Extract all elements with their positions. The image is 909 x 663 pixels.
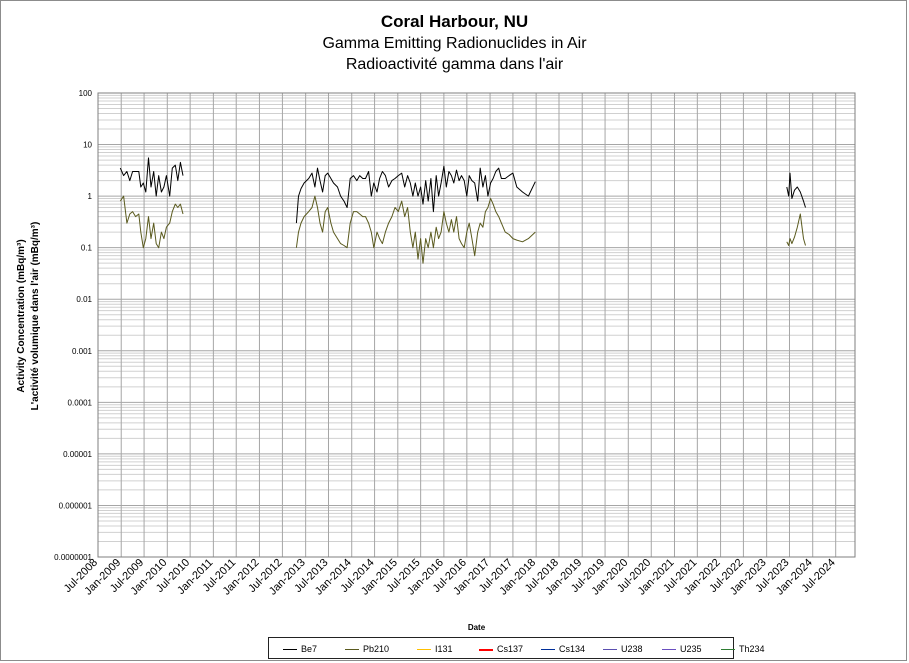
series-layer <box>119 157 806 264</box>
legend-label: U238 <box>621 644 643 654</box>
legend-item-u235: U235 <box>662 642 702 656</box>
y-tick-label: 0.00001 <box>63 450 92 459</box>
legend-item-cs134: Cs134 <box>541 642 585 656</box>
series-line-pb210 <box>119 195 184 249</box>
plot-area <box>97 92 856 558</box>
minor-gridlines <box>98 94 855 542</box>
y-tick-label: 0.000001 <box>59 501 93 510</box>
chart-title: Coral Harbour, NU <box>380 12 529 31</box>
y-tick-label: 0.01 <box>76 295 92 304</box>
legend-label: U235 <box>680 644 702 654</box>
legend-swatch <box>479 648 493 651</box>
legend-item-i131: I131 <box>417 642 453 656</box>
y-tick-label: 1 <box>88 192 93 201</box>
legend-item-th234: Th234 <box>721 642 765 656</box>
y-tick-label: 0.0001 <box>68 398 93 407</box>
y-tick-label: 0.1 <box>81 244 93 253</box>
legend-swatch <box>603 649 617 651</box>
legend-label: Th234 <box>739 644 765 654</box>
legend-swatch <box>283 649 297 651</box>
y-tick-label: 0.0000001 <box>54 553 92 562</box>
series-line-be7 <box>295 165 536 224</box>
y-tick-label: 0.001 <box>72 347 93 356</box>
legend: Be7 Pb210 I131 Cs137 Cs134 U238 U235 Th234 <box>268 637 765 659</box>
legend-swatch <box>662 649 676 651</box>
legend-item-cs137: Cs137 <box>479 642 523 656</box>
legend-item-be7: Be7 <box>283 642 317 656</box>
x-axis-label: Date <box>468 623 486 632</box>
legend-label: I131 <box>435 644 453 654</box>
legend-swatch <box>345 649 359 651</box>
series-line-be7 <box>786 172 806 208</box>
chart-subtitle-en: Gamma Emitting Radionuclides in Air <box>322 35 587 52</box>
legend-swatch <box>417 649 431 651</box>
legend-swatch <box>541 649 555 651</box>
legend-label: Be7 <box>301 644 318 654</box>
legend-item-pb210: Pb210 <box>345 642 389 656</box>
y-axis-label-en: Activity Concentration (mBq/m³) <box>16 239 27 392</box>
legend-label: Pb210 <box>363 644 390 654</box>
chart-subtitle-fr: Radioactivité gamma dans l'air <box>345 56 564 73</box>
legend-swatch <box>721 649 735 651</box>
series-line-be7 <box>119 157 184 197</box>
x-tick-labels: Jul-2008Jan-2009Jul-2009Jan-2010Jul-2010… <box>62 557 838 598</box>
legend-label: Cs137 <box>497 644 524 654</box>
legend-label: Cs134 <box>559 644 586 654</box>
series-line-pb210 <box>295 195 536 264</box>
major-gridlines <box>97 92 855 558</box>
y-tick-label: 100 <box>79 89 93 98</box>
y-tick-labels: 100 10 1 0.1 0.01 0.001 0.0001 0.00001 0.000001 0… <box>54 89 92 562</box>
y-tick-label: 10 <box>83 141 92 150</box>
legend-item-u238: U238 <box>603 642 643 656</box>
series-line-pb210 <box>786 213 806 246</box>
y-axis-label-fr: L'activité volumique dans l'air (mBq/m³) <box>30 222 41 411</box>
